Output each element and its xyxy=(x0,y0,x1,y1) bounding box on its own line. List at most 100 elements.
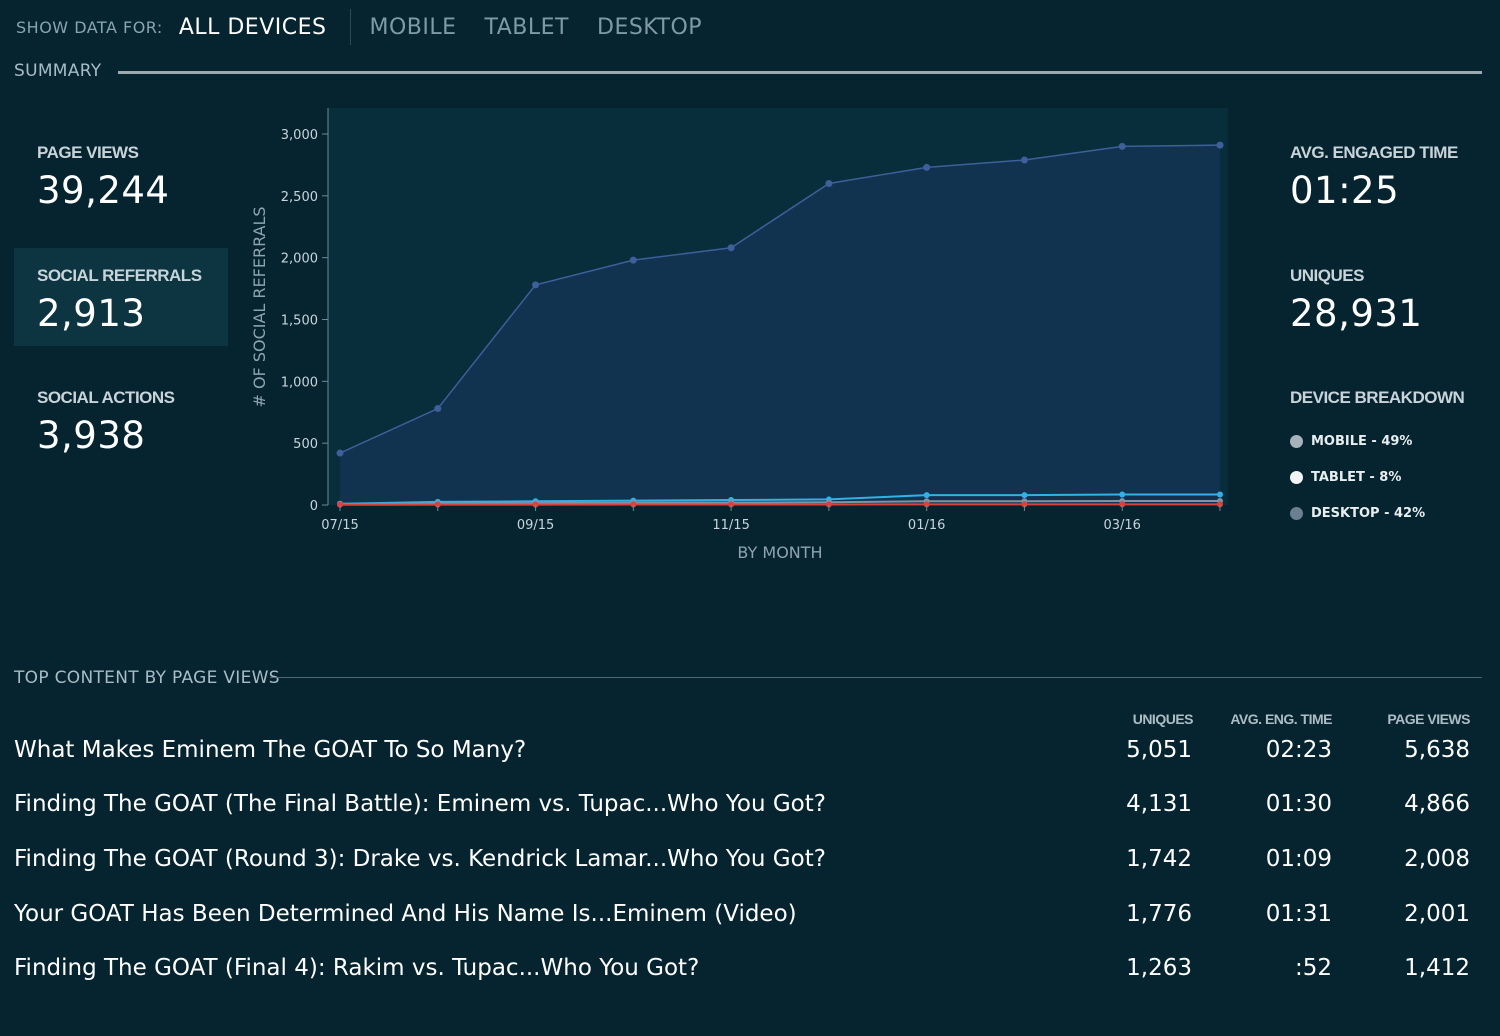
row-uniques: 1,776 xyxy=(1126,901,1192,927)
filter-divider xyxy=(350,9,352,45)
data-point xyxy=(434,501,441,508)
tablet-dot-icon xyxy=(1290,471,1303,484)
table-row[interactable]: Finding The GOAT (Final 4): Rakim vs. Tu… xyxy=(14,955,1474,995)
legend-label: MOBILE - 49% xyxy=(1311,434,1413,449)
x-tick-label: 07/15 xyxy=(321,518,358,533)
desktop-dot-icon xyxy=(1290,507,1303,520)
row-uniques: 1,263 xyxy=(1126,955,1192,981)
y-tick-label: 2,500 xyxy=(281,190,318,205)
x-tick-label: 11/15 xyxy=(712,518,749,533)
row-title-link[interactable]: Finding The GOAT (Round 3): Drake vs. Ke… xyxy=(14,846,826,872)
series-line xyxy=(339,493,1220,505)
tab-desktop[interactable]: DESKTOP xyxy=(597,14,703,40)
x-tick-label: 03/16 xyxy=(1103,518,1140,533)
col-header-avg-time[interactable]: AVG. ENG. TIME xyxy=(1230,711,1332,727)
stat-uniques: UNIQUES 28,931 xyxy=(1290,266,1422,335)
row-page-views: 2,008 xyxy=(1404,846,1470,872)
stat-label: PAGE VIEWS xyxy=(37,143,139,162)
legend-tablet: TABLET - 8% xyxy=(1290,470,1401,485)
col-header-page-views[interactable]: PAGE VIEWS xyxy=(1387,711,1470,727)
data-point xyxy=(434,405,442,413)
data-point xyxy=(337,501,343,508)
data-point xyxy=(923,501,930,508)
stat-social-referrals[interactable]: SOCIAL REFERRALS 2,913 xyxy=(37,266,202,335)
row-avg-time: 01:30 xyxy=(1265,791,1332,817)
stat-label: AVG. ENGAGED TIME xyxy=(1290,143,1458,162)
data-point xyxy=(825,501,832,508)
stat-value: 2,913 xyxy=(37,292,146,335)
row-avg-time: 01:09 xyxy=(1265,846,1332,872)
data-point xyxy=(1118,142,1126,150)
row-avg-time: 01:31 xyxy=(1265,901,1332,927)
data-point xyxy=(923,492,930,499)
device-breakdown-label: DEVICE BREAKDOWN xyxy=(1290,388,1465,407)
legend-label: TABLET - 8% xyxy=(1311,470,1402,485)
col-header-uniques[interactable]: UNIQUES xyxy=(1132,711,1194,727)
data-point xyxy=(727,244,735,252)
row-avg-time: 02:23 xyxy=(1265,737,1332,763)
stat-label: UNIQUES xyxy=(1290,266,1364,285)
row-title-link[interactable]: What Makes Eminem The GOAT To So Many? xyxy=(14,737,527,763)
row-uniques: 1,742 xyxy=(1126,846,1192,872)
stat-label: SOCIAL ACTIONS xyxy=(37,388,175,407)
y-tick-label: 1,500 xyxy=(281,314,318,329)
x-tick-label: 01/16 xyxy=(908,518,945,533)
stat-social-actions[interactable]: SOCIAL ACTIONS 3,938 xyxy=(37,388,175,457)
row-avg-time: :52 xyxy=(1294,955,1332,981)
series-line xyxy=(339,144,1221,454)
stat-page-views[interactable]: PAGE VIEWS 39,244 xyxy=(37,143,169,212)
stat-value: 39,244 xyxy=(37,169,170,212)
y-tick-label: 500 xyxy=(293,437,318,452)
x-axis-label: BY MONTH xyxy=(737,543,822,562)
row-title-link[interactable]: Your GOAT Has Been Determined And His Na… xyxy=(14,901,797,927)
top-content-divider xyxy=(270,677,1482,678)
table-row[interactable]: Your GOAT Has Been Determined And His Na… xyxy=(14,901,1474,941)
data-point xyxy=(1217,501,1223,508)
social-referrals-chart: 0 500 1,000 1,500 2,000 2,500 3,000 # OF SOCIAL… xyxy=(250,108,1228,562)
summary-divider xyxy=(118,71,1482,74)
data-point xyxy=(825,179,833,187)
mobile-dot-icon xyxy=(1290,435,1303,448)
data-point xyxy=(1217,491,1223,498)
data-point xyxy=(1021,501,1028,508)
data-point xyxy=(630,501,637,508)
data-point xyxy=(532,281,540,289)
table-row[interactable]: Finding The GOAT (The Final Battle): Emi… xyxy=(14,791,1474,831)
tab-tablet[interactable]: TABLET xyxy=(484,14,569,40)
data-point xyxy=(532,501,539,508)
legend-label: DESKTOP - 42% xyxy=(1311,506,1426,521)
row-page-views: 4,866 xyxy=(1404,791,1470,817)
stat-value: 28,931 xyxy=(1290,292,1423,335)
filter-label: SHOW DATA FOR: xyxy=(16,17,163,37)
row-uniques: 5,051 xyxy=(1126,737,1192,763)
y-axis-label: # OF SOCIAL REFERRALS xyxy=(250,206,269,407)
legend-desktop: DESKTOP - 42% xyxy=(1290,506,1425,521)
stat-avg-engaged-time: AVG. ENGAGED TIME 01:25 xyxy=(1290,143,1458,212)
selected-stat-highlight xyxy=(14,248,228,346)
y-tick-label: 0 xyxy=(310,499,318,514)
tab-all-devices[interactable]: ALL DEVICES xyxy=(178,14,327,40)
data-point xyxy=(728,501,735,508)
row-page-views: 5,638 xyxy=(1404,737,1470,763)
row-uniques: 4,131 xyxy=(1126,791,1192,817)
row-page-views: 1,412 xyxy=(1404,955,1470,981)
row-page-views: 2,001 xyxy=(1404,901,1470,927)
stat-label: SOCIAL REFERRALS xyxy=(37,266,202,285)
x-tick-label: 09/15 xyxy=(517,518,554,533)
data-point xyxy=(629,256,637,264)
row-title-link[interactable]: Finding The GOAT (The Final Battle): Emi… xyxy=(14,791,826,817)
data-point xyxy=(923,163,931,171)
row-title-link[interactable]: Finding The GOAT (Final 4): Rakim vs. Tu… xyxy=(14,955,700,981)
stat-value: 01:25 xyxy=(1290,169,1400,212)
tab-mobile[interactable]: MOBILE xyxy=(369,14,457,40)
table-row[interactable]: What Makes Eminem The GOAT To So Many? 5… xyxy=(14,737,1474,777)
data-point xyxy=(1216,141,1224,149)
top-content-title: TOP CONTENT BY PAGE VIEWS xyxy=(14,668,280,688)
table-row[interactable]: Finding The GOAT (Round 3): Drake vs. Ke… xyxy=(14,846,1474,886)
series-line xyxy=(339,500,1220,506)
y-tick-label: 2,000 xyxy=(281,252,318,267)
y-tick-label: 3,000 xyxy=(281,128,318,143)
summary-title: SUMMARY xyxy=(14,61,102,81)
data-point xyxy=(1119,491,1126,498)
data-point xyxy=(336,449,344,457)
